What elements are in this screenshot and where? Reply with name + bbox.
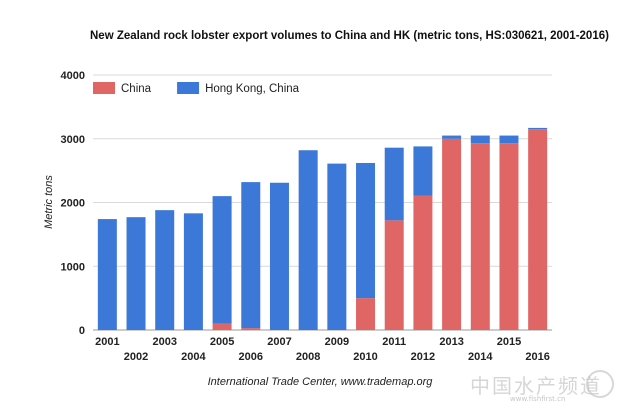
bar-china-2011 bbox=[384, 220, 404, 330]
x-tick-label: 2005 bbox=[210, 336, 234, 348]
bar-china-2010 bbox=[356, 298, 376, 330]
x-tick-label: 2012 bbox=[411, 351, 435, 363]
bar-hong-kong-china-2003 bbox=[155, 210, 175, 330]
bar-china-2013 bbox=[442, 138, 462, 330]
y-tick-label: 3000 bbox=[61, 134, 85, 146]
x-tick-label: 2008 bbox=[296, 351, 320, 363]
watermark-logo-icon bbox=[586, 370, 614, 398]
y-axis-label: Metric tons bbox=[43, 175, 55, 229]
bar-hong-kong-china-2015 bbox=[499, 135, 519, 144]
bar-hong-kong-china-2014 bbox=[470, 135, 490, 144]
legend: China Hong Kong, China bbox=[93, 82, 300, 95]
bar-hong-kong-china-2001 bbox=[97, 219, 117, 330]
watermark-text: 中国水产频道 bbox=[470, 374, 602, 398]
x-tick-label: 2003 bbox=[152, 336, 176, 348]
x-tick-label: 2009 bbox=[325, 336, 349, 348]
bar-china-2006 bbox=[241, 328, 261, 330]
bar-hong-kong-china-2013 bbox=[442, 135, 462, 139]
bars bbox=[97, 127, 548, 330]
bar-hong-kong-china-2011 bbox=[384, 147, 404, 221]
x-tick-label: 2014 bbox=[468, 351, 493, 363]
legend-swatch bbox=[177, 82, 200, 94]
y-tick-label: 0 bbox=[79, 325, 85, 337]
x-tick-label: 2010 bbox=[353, 351, 377, 363]
bar-china-2016 bbox=[528, 129, 548, 330]
x-tick-label: 2004 bbox=[181, 351, 206, 363]
bar-china-2005 bbox=[212, 323, 232, 330]
x-tick-label: 2013 bbox=[439, 336, 463, 348]
bar-hong-kong-china-2012 bbox=[413, 146, 433, 196]
bar-hong-kong-china-2007 bbox=[269, 182, 289, 330]
chart-title: New Zealand rock lobster export volumes … bbox=[90, 30, 609, 42]
bar-china-2014 bbox=[470, 143, 490, 330]
x-tick-label: 2016 bbox=[525, 351, 549, 363]
y-tick-label: 4000 bbox=[61, 70, 85, 82]
x-tick-label: 2015 bbox=[497, 336, 521, 348]
x-tick-label: 2011 bbox=[382, 336, 406, 348]
x-tick-label: 2007 bbox=[267, 336, 291, 348]
y-tick-label: 1000 bbox=[61, 261, 85, 273]
bar-hong-kong-china-2010 bbox=[356, 162, 376, 299]
bar-hong-kong-china-2005 bbox=[212, 196, 232, 324]
bar-hong-kong-china-2016 bbox=[528, 127, 548, 130]
x-tick-label: 2006 bbox=[239, 351, 263, 363]
y-tick-label: 2000 bbox=[61, 198, 85, 210]
source-caption: International Trade Center, www.trademap… bbox=[207, 376, 433, 388]
bar-hong-kong-china-2004 bbox=[183, 213, 203, 330]
bar-china-2015 bbox=[499, 143, 519, 330]
legend-label: China bbox=[121, 83, 152, 95]
legend-label: Hong Kong, China bbox=[205, 83, 300, 95]
bar-hong-kong-china-2009 bbox=[327, 163, 347, 330]
bar-hong-kong-china-2006 bbox=[241, 182, 261, 329]
bar-china-2012 bbox=[413, 195, 433, 330]
axis-labels: 0 1000 2000 3000 4000 2001 2002 2003 2004 2005 200… bbox=[61, 70, 550, 363]
watermark-url: www.fishfirst.cn bbox=[510, 395, 566, 403]
legend-swatch bbox=[93, 82, 115, 94]
bar-hong-kong-china-2002 bbox=[126, 217, 146, 330]
bar-hong-kong-china-2008 bbox=[298, 150, 318, 330]
x-tick-label: 2001 bbox=[95, 336, 119, 348]
x-tick-label: 2002 bbox=[124, 351, 148, 363]
